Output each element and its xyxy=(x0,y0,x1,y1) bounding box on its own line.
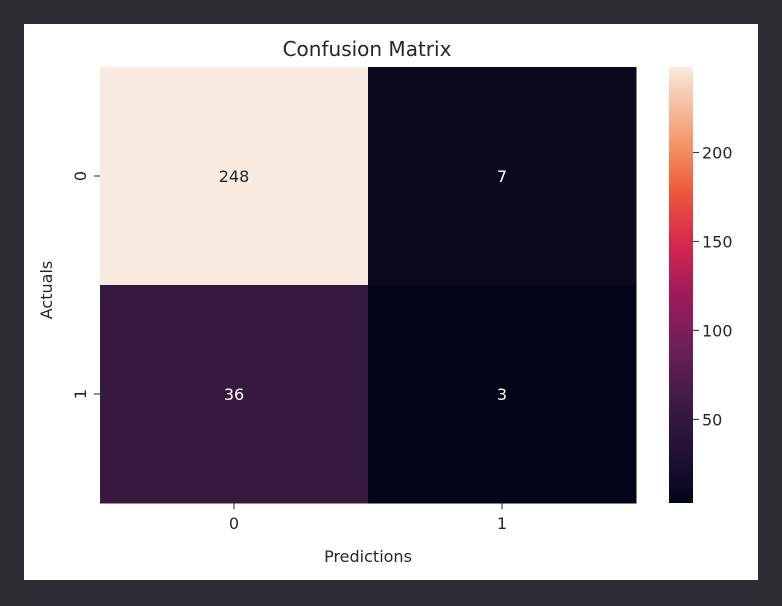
heatmap-cell-0-1 xyxy=(368,67,637,286)
colorbar-tick-label: 50 xyxy=(702,410,722,429)
y-axis-label: Actuals xyxy=(37,261,56,319)
heatmap-cell-0-0 xyxy=(100,67,369,286)
colorbar-tick-label: 100 xyxy=(702,321,733,340)
x-tick-label: 1 xyxy=(497,514,507,533)
cell-value-label-1-1: 3 xyxy=(497,385,507,404)
cell-value-label-0-1: 7 xyxy=(497,167,507,186)
colorbar-tick-label: 150 xyxy=(702,232,733,251)
heatmap-annotations: 248 7 36 3 xyxy=(219,167,507,404)
colorbar-tick-label: 200 xyxy=(702,143,733,162)
y-tick-label: 1 xyxy=(71,389,90,399)
heatmap-cell-1-0 xyxy=(100,285,369,504)
x-tick-label: 0 xyxy=(229,514,239,533)
heatmap-cells xyxy=(100,67,637,504)
cell-value-label-1-0: 36 xyxy=(224,385,244,404)
chart-title: Confusion Matrix xyxy=(283,37,452,61)
colorbar-ticks: 50 100 150 200 xyxy=(693,143,733,429)
cell-value-label-0-0: 248 xyxy=(219,167,250,186)
colorbar xyxy=(669,67,693,503)
y-tick-label: 0 xyxy=(71,171,90,181)
heatmap-cell-1-1 xyxy=(368,285,637,504)
x-axis-label: Predictions xyxy=(324,547,412,566)
y-axis-ticks: 01 xyxy=(71,171,100,399)
